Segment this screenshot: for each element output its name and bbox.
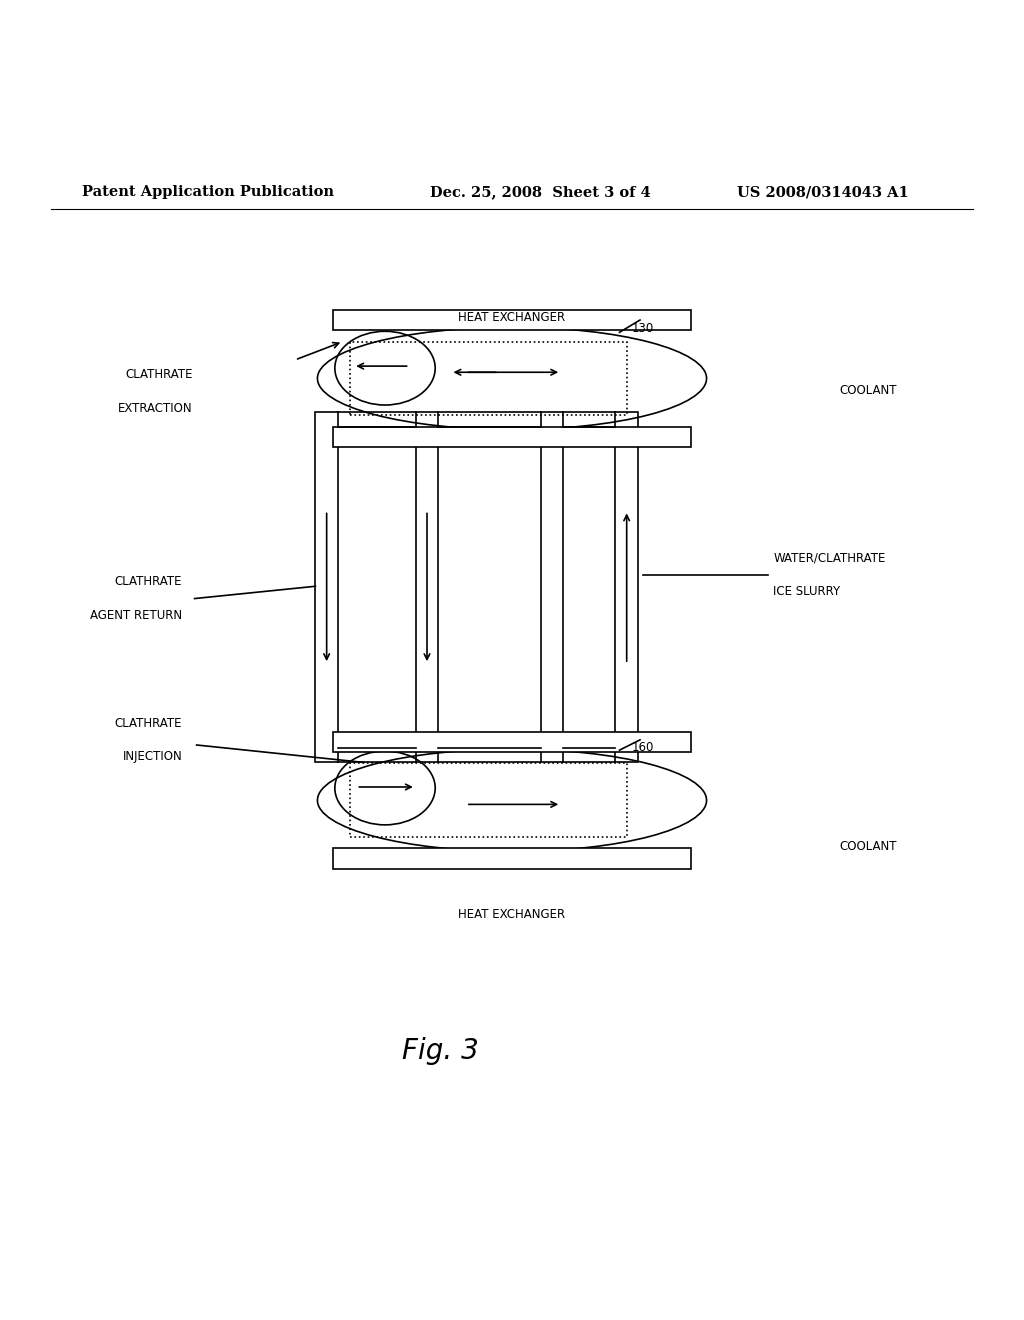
Text: Patent Application Publication: Patent Application Publication <box>82 185 334 199</box>
Text: HEAT EXCHANGER: HEAT EXCHANGER <box>459 312 565 325</box>
Text: CLATHRATE: CLATHRATE <box>125 368 193 381</box>
Bar <box>333 849 691 869</box>
Text: COOLANT: COOLANT <box>840 384 897 397</box>
Bar <box>333 731 691 752</box>
Bar <box>350 763 627 837</box>
Text: Dec. 25, 2008  Sheet 3 of 4: Dec. 25, 2008 Sheet 3 of 4 <box>430 185 651 199</box>
Text: 160: 160 <box>632 742 654 754</box>
Bar <box>350 342 627 416</box>
Text: CLATHRATE: CLATHRATE <box>115 717 182 730</box>
Bar <box>615 412 638 763</box>
Text: CLATHRATE: CLATHRATE <box>115 576 182 589</box>
Text: Fig. 3: Fig. 3 <box>402 1038 478 1065</box>
Text: 130: 130 <box>632 322 654 335</box>
Bar <box>315 412 338 763</box>
Text: COOLANT: COOLANT <box>840 840 897 853</box>
Bar <box>333 310 691 330</box>
Bar <box>541 412 563 763</box>
Text: HEAT EXCHANGER: HEAT EXCHANGER <box>459 908 565 921</box>
Bar <box>416 412 438 763</box>
Text: US 2008/0314043 A1: US 2008/0314043 A1 <box>737 185 909 199</box>
Text: ICE SLURRY: ICE SLURRY <box>773 585 841 598</box>
Text: WATER/CLATHRATE: WATER/CLATHRATE <box>773 552 886 565</box>
Text: AGENT RETURN: AGENT RETURN <box>90 609 182 622</box>
Text: EXTRACTION: EXTRACTION <box>118 403 193 414</box>
Bar <box>333 426 691 447</box>
Text: INJECTION: INJECTION <box>123 750 182 763</box>
